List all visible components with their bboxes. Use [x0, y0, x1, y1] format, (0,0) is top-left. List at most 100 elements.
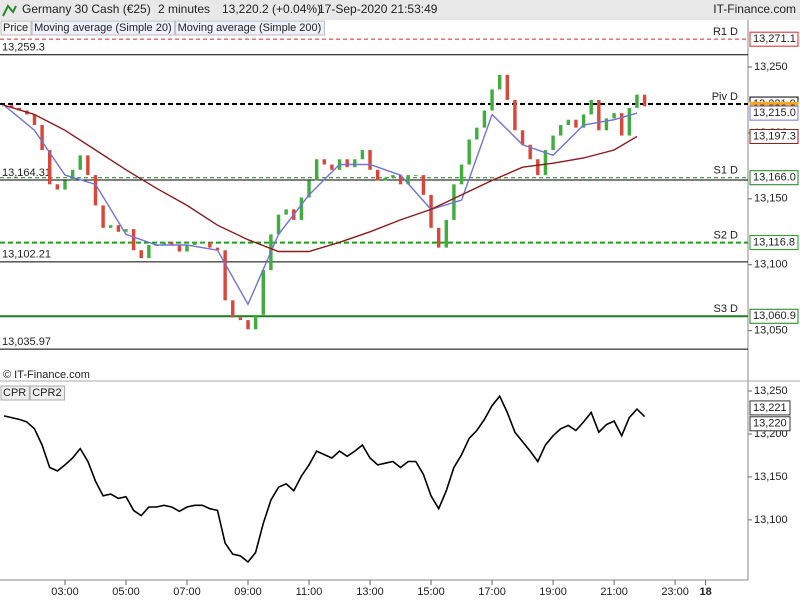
candle: [566, 119, 571, 125]
x-tick-label: 09:00: [234, 586, 262, 598]
price-label: 13,221: [753, 402, 787, 414]
candle: [391, 175, 395, 178]
candle: [116, 225, 121, 232]
candle: [497, 74, 502, 90]
candle: [200, 242, 204, 244]
candle: [619, 113, 624, 136]
candle: [284, 209, 288, 215]
logo: [2, 4, 17, 17]
y-tick-label: 13,250: [754, 385, 788, 397]
y-tick-label: 13,050: [754, 325, 788, 337]
x-tick-label: 15:00: [417, 586, 445, 598]
title: Germany 30 Cash (€25): [22, 2, 151, 16]
candle: [86, 155, 90, 176]
candle: [345, 159, 349, 168]
candle: [490, 89, 494, 111]
candle: [459, 164, 464, 185]
candle: [543, 150, 548, 176]
moving-average: [3, 104, 638, 253]
candle: [528, 144, 532, 160]
reference-label: 13,035.97: [2, 336, 51, 348]
candle: [9, 105, 14, 108]
candle: [101, 205, 105, 228]
candle: [124, 229, 128, 232]
candle: [398, 175, 403, 185]
legend-entry: CPR: [3, 387, 26, 399]
candle: [139, 250, 143, 259]
brand: IT-Finance.com: [713, 2, 796, 16]
candle: [429, 194, 433, 228]
reference-label: 13,164.31: [2, 167, 51, 179]
candle: [109, 225, 113, 228]
candle: [558, 125, 563, 136]
legend-entry: Price: [3, 22, 28, 34]
candle: [299, 197, 304, 220]
candle: [353, 159, 357, 168]
candle: [536, 159, 540, 176]
legend-box: [0, 385, 30, 401]
pivot-name: R1 D: [713, 26, 738, 38]
candle: [368, 150, 372, 170]
candle: [63, 180, 67, 190]
x-tick-label: 21:00: [600, 586, 628, 598]
y-tick-label: 13,150: [754, 471, 788, 483]
pivot-name: S2 D: [714, 229, 739, 241]
pivot-name: S3 D: [714, 303, 739, 315]
candle: [436, 227, 441, 248]
cpr-line: [3, 394, 646, 564]
moving-average: [3, 104, 638, 306]
reference-label: 13,102.21: [2, 249, 51, 261]
candle: [147, 244, 151, 259]
candle: [574, 119, 578, 128]
pivot-label: 13,116.8: [753, 236, 795, 248]
candle: [276, 214, 281, 235]
candle: [55, 184, 60, 190]
candle: [597, 99, 601, 131]
candle: [421, 175, 426, 195]
candle: [467, 139, 471, 165]
candle: [261, 270, 265, 315]
candle: [627, 107, 632, 136]
candle: [215, 247, 220, 251]
candle: [375, 169, 380, 181]
candle: [383, 177, 388, 181]
pivot-label-box: [749, 235, 799, 251]
y-tick-label: 13,100: [754, 514, 788, 526]
pivot-label: 13,166.0: [753, 172, 796, 184]
legend-box: [31, 20, 176, 36]
header-bar: [0, 0, 800, 20]
candle: [444, 219, 449, 248]
pivot-name: Piv D: [712, 91, 738, 103]
last-value-label: 13,215.0: [753, 107, 796, 119]
price-label: 13,220: [753, 418, 787, 430]
candle: [40, 125, 44, 151]
y-tick-label: 13,150: [754, 193, 788, 205]
legend-entry: CPR2: [32, 387, 61, 399]
candle: [185, 244, 189, 252]
pivot-label: 13,060.9: [753, 310, 796, 322]
candle: [238, 317, 243, 321]
x-tick-label: 07:00: [173, 586, 201, 598]
price-label-box: [749, 416, 791, 432]
candle: [246, 320, 250, 330]
candle: [589, 99, 593, 115]
candle: [642, 94, 647, 107]
pivot-label: 13,271.1: [753, 33, 796, 45]
x-tick-label: 19:00: [539, 586, 567, 598]
candle: [70, 169, 75, 181]
x-tick-label: 17:00: [478, 586, 506, 598]
x-tick-label: 13:00: [356, 586, 384, 598]
candle: [162, 242, 166, 245]
reference-label: 13,259.3: [2, 42, 45, 54]
candle: [505, 74, 510, 100]
candle: [612, 113, 616, 119]
candle: [192, 242, 197, 245]
pivot-label-box: [749, 170, 799, 186]
legend-box: [0, 20, 32, 36]
last-value-label: 13,197.3: [753, 130, 796, 142]
legend-entry: Moving average (Simple 20): [34, 22, 172, 34]
candle: [513, 99, 517, 131]
x-tick-label: 18: [699, 586, 711, 598]
interval: 2 minutes: [158, 2, 210, 16]
